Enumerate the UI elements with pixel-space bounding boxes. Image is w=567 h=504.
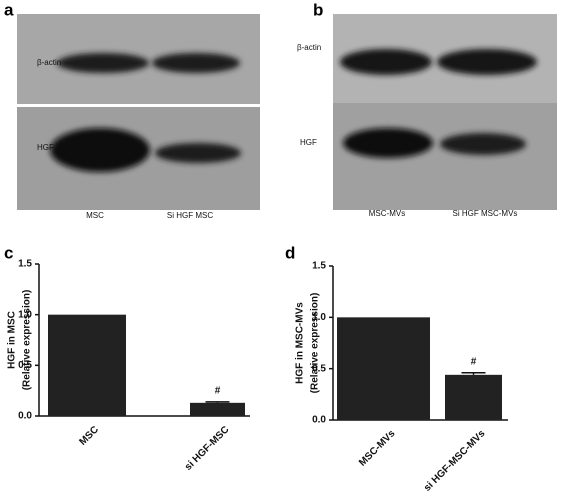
bar <box>190 402 245 416</box>
y-tick-label: 0.5 <box>312 363 326 374</box>
band <box>440 133 526 155</box>
band <box>50 128 150 172</box>
panel-letter: a <box>4 0 14 19</box>
row-label: HGF <box>300 138 317 147</box>
lane-label: MSC-MVs <box>369 209 405 218</box>
band <box>340 49 432 75</box>
band <box>343 128 433 158</box>
x-tick-label: si HGF-MSC <box>183 424 232 473</box>
lane-label: Si HGF MSC-MVs <box>453 209 518 218</box>
x-tick-label: MSC-MVs <box>357 428 398 469</box>
y-tick-label: 1.0 <box>18 309 32 320</box>
significance-mark: # <box>471 356 477 367</box>
panel-letter: d <box>285 243 295 262</box>
band <box>437 49 537 75</box>
row-label: β-actin <box>37 58 61 67</box>
y-axis-label: HGF in MSC <box>7 311 18 369</box>
row-label: β-actin <box>297 43 321 52</box>
significance-mark: # <box>215 385 221 396</box>
lane-label: MSC <box>86 211 104 220</box>
bar <box>445 374 502 420</box>
x-tick-label: si HGF-MSC-MVs <box>422 428 488 494</box>
y-tick-label: 0.0 <box>312 415 326 426</box>
bar <box>48 314 126 416</box>
y-axis-label: (Relative expression) <box>22 290 33 391</box>
bar <box>337 317 430 420</box>
y-axis-label: (Relative expression) <box>310 293 321 394</box>
band <box>155 143 241 163</box>
y-axis-label: HGF in MSC-MVs <box>295 302 306 384</box>
y-tick-label: 1.5 <box>18 259 32 270</box>
blot-background <box>333 103 557 210</box>
panel-letter: b <box>313 0 323 19</box>
row-label: HGF <box>37 143 54 152</box>
lane-label: Si HGF MSC <box>167 211 213 220</box>
x-tick-label: MSC <box>77 424 101 448</box>
y-tick-label: 1.0 <box>312 312 326 323</box>
panel-letter: c <box>4 243 13 262</box>
y-tick-label: 0.5 <box>18 360 32 371</box>
y-tick-label: 0.0 <box>18 411 32 422</box>
band <box>152 53 240 73</box>
band <box>57 53 149 73</box>
y-tick-label: 1.5 <box>312 261 326 272</box>
